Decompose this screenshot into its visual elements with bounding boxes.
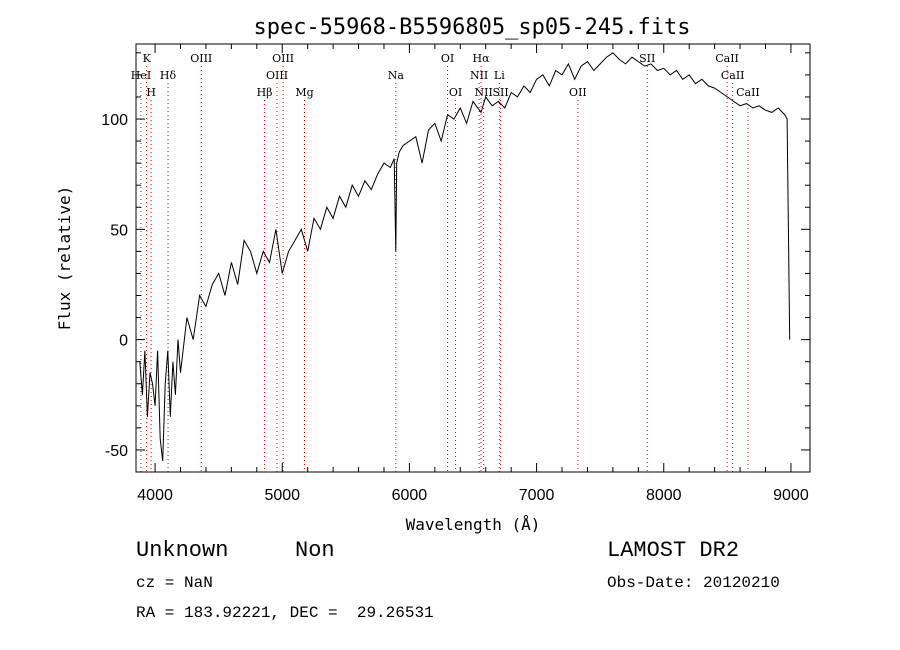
line-markers: KHeIHHδOIIIHβOIIIOIIIMgNaOIOIHαNIINIILiS… (131, 52, 760, 472)
x-tick-label: 6000 (392, 487, 428, 504)
survey-label: LAMOST DR2 (607, 538, 740, 563)
plot-frame (135, 43, 811, 473)
line-marker-label: NII (470, 69, 488, 82)
line-marker-label: CaII (736, 86, 760, 99)
line-marker-label: H (146, 86, 156, 99)
line-marker-label: K (143, 52, 152, 65)
redshift-readout: cz = NaN (136, 574, 213, 592)
chart-title: spec-55968-B5596805_sp05-245.fits (253, 15, 690, 40)
y-axis-title: Flux (relative) (55, 186, 74, 331)
x-tick-label: 5000 (264, 487, 300, 504)
object-subclass: Non (295, 538, 335, 563)
axes: 4000 5000 6000 7000 8000 9000 -50 0 50 100 (101, 44, 810, 504)
observation-date: Obs-Date: 20120210 (607, 574, 780, 592)
line-marker-label: Hδ (160, 69, 177, 82)
x-tick-label: 7000 (519, 487, 555, 504)
y-tick-label: 0 (119, 333, 128, 350)
line-marker-label: HeI (131, 69, 151, 82)
y-tick-label: -50 (105, 443, 128, 460)
line-marker-label: OIII (266, 69, 288, 82)
coordinates-readout: RA = 183.92221, DEC = 29.26531 (136, 604, 434, 622)
spectrum-chart: spec-55968-B5596805_sp05-245.fits KHeIHH… (55, 15, 811, 534)
line-marker-label: Li (494, 69, 505, 82)
line-marker-label: NII (475, 86, 493, 99)
line-marker-label: CaII (721, 69, 745, 82)
line-marker-label: OI (441, 52, 454, 65)
line-marker-label: Hβ (257, 86, 273, 99)
x-tick-label: 4000 (137, 487, 173, 504)
line-marker-label: OIII (272, 52, 294, 65)
y-tick-label: 50 (110, 222, 128, 239)
spectrum-line (139, 52, 791, 462)
line-marker-label: CaII (715, 52, 739, 65)
x-tick-label: 8000 (646, 487, 682, 504)
line-marker-label: OIII (190, 52, 212, 65)
line-marker-label: OI (449, 86, 462, 99)
line-marker-label: SII (639, 52, 655, 65)
line-marker-label: OII (569, 86, 587, 99)
object-class: Unknown (136, 538, 229, 563)
y-tick-label: 100 (101, 112, 128, 129)
line-marker-label: Mg (295, 86, 313, 99)
series-group (139, 52, 791, 462)
x-axis-title: Wavelength (Å) (406, 515, 541, 534)
line-marker-label: SII (492, 86, 508, 99)
line-marker-label: Hα (472, 52, 490, 65)
line-marker-label: Na (388, 69, 405, 82)
x-tick-label: 9000 (773, 487, 809, 504)
